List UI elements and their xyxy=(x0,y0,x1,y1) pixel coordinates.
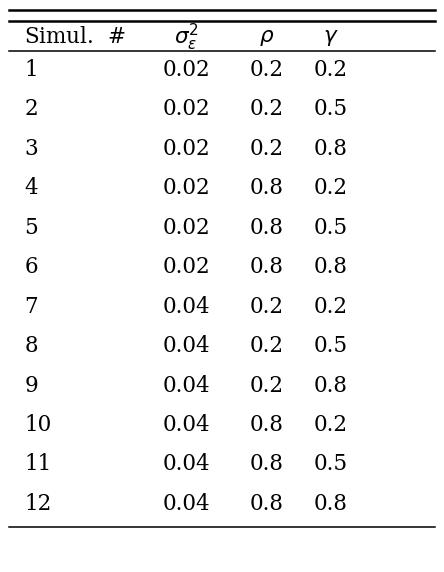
Text: 0.5: 0.5 xyxy=(314,454,348,475)
Text: 0.2: 0.2 xyxy=(314,414,348,436)
Text: 11: 11 xyxy=(24,454,52,475)
Text: 0.02: 0.02 xyxy=(163,59,210,81)
Text: 2: 2 xyxy=(24,98,38,120)
Text: 12: 12 xyxy=(24,493,52,515)
Text: 0.04: 0.04 xyxy=(163,296,210,317)
Text: 0.2: 0.2 xyxy=(250,375,283,396)
Text: 0.8: 0.8 xyxy=(250,256,283,278)
Text: 0.04: 0.04 xyxy=(163,454,210,475)
Text: 0.02: 0.02 xyxy=(163,217,210,239)
Text: 0.8: 0.8 xyxy=(314,493,348,515)
Text: 8: 8 xyxy=(24,335,38,357)
Text: 0.02: 0.02 xyxy=(163,98,210,120)
Text: 0.5: 0.5 xyxy=(314,98,348,120)
Text: 7: 7 xyxy=(24,296,38,317)
Text: 0.2: 0.2 xyxy=(314,296,348,317)
Text: 1: 1 xyxy=(24,59,38,81)
Text: 9: 9 xyxy=(24,375,38,396)
Text: 0.04: 0.04 xyxy=(163,335,210,357)
Text: 0.02: 0.02 xyxy=(163,138,210,160)
Text: 6: 6 xyxy=(24,256,38,278)
Text: 0.2: 0.2 xyxy=(314,177,348,199)
Text: 0.5: 0.5 xyxy=(314,335,348,357)
Text: 0.02: 0.02 xyxy=(163,177,210,199)
Text: 0.8: 0.8 xyxy=(314,256,348,278)
Text: 3: 3 xyxy=(24,138,38,160)
Text: 0.8: 0.8 xyxy=(250,177,283,199)
Text: 0.04: 0.04 xyxy=(163,414,210,436)
Text: 0.5: 0.5 xyxy=(314,217,348,239)
Text: 0.8: 0.8 xyxy=(314,138,348,160)
Text: 0.2: 0.2 xyxy=(250,138,283,160)
Text: $\rho$: $\rho$ xyxy=(259,26,274,48)
Text: Simul.  $\#$: Simul. $\#$ xyxy=(24,26,126,48)
Text: 4: 4 xyxy=(24,177,38,199)
Text: 0.2: 0.2 xyxy=(250,59,283,81)
Text: 0.04: 0.04 xyxy=(163,375,210,396)
Text: 0.2: 0.2 xyxy=(250,335,283,357)
Text: 0.04: 0.04 xyxy=(163,493,210,515)
Text: 0.8: 0.8 xyxy=(250,414,283,436)
Text: 10: 10 xyxy=(24,414,52,436)
Text: 0.8: 0.8 xyxy=(250,454,283,475)
Text: 0.2: 0.2 xyxy=(250,98,283,120)
Text: 0.02: 0.02 xyxy=(163,256,210,278)
Text: $\gamma$: $\gamma$ xyxy=(323,26,339,48)
Text: 0.8: 0.8 xyxy=(250,493,283,515)
Text: 0.8: 0.8 xyxy=(314,375,348,396)
Text: 0.2: 0.2 xyxy=(250,296,283,317)
Text: $\sigma_{\varepsilon}^{2}$: $\sigma_{\varepsilon}^{2}$ xyxy=(174,22,199,53)
Text: 0.8: 0.8 xyxy=(250,217,283,239)
Text: 0.2: 0.2 xyxy=(314,59,348,81)
Text: 5: 5 xyxy=(24,217,38,239)
